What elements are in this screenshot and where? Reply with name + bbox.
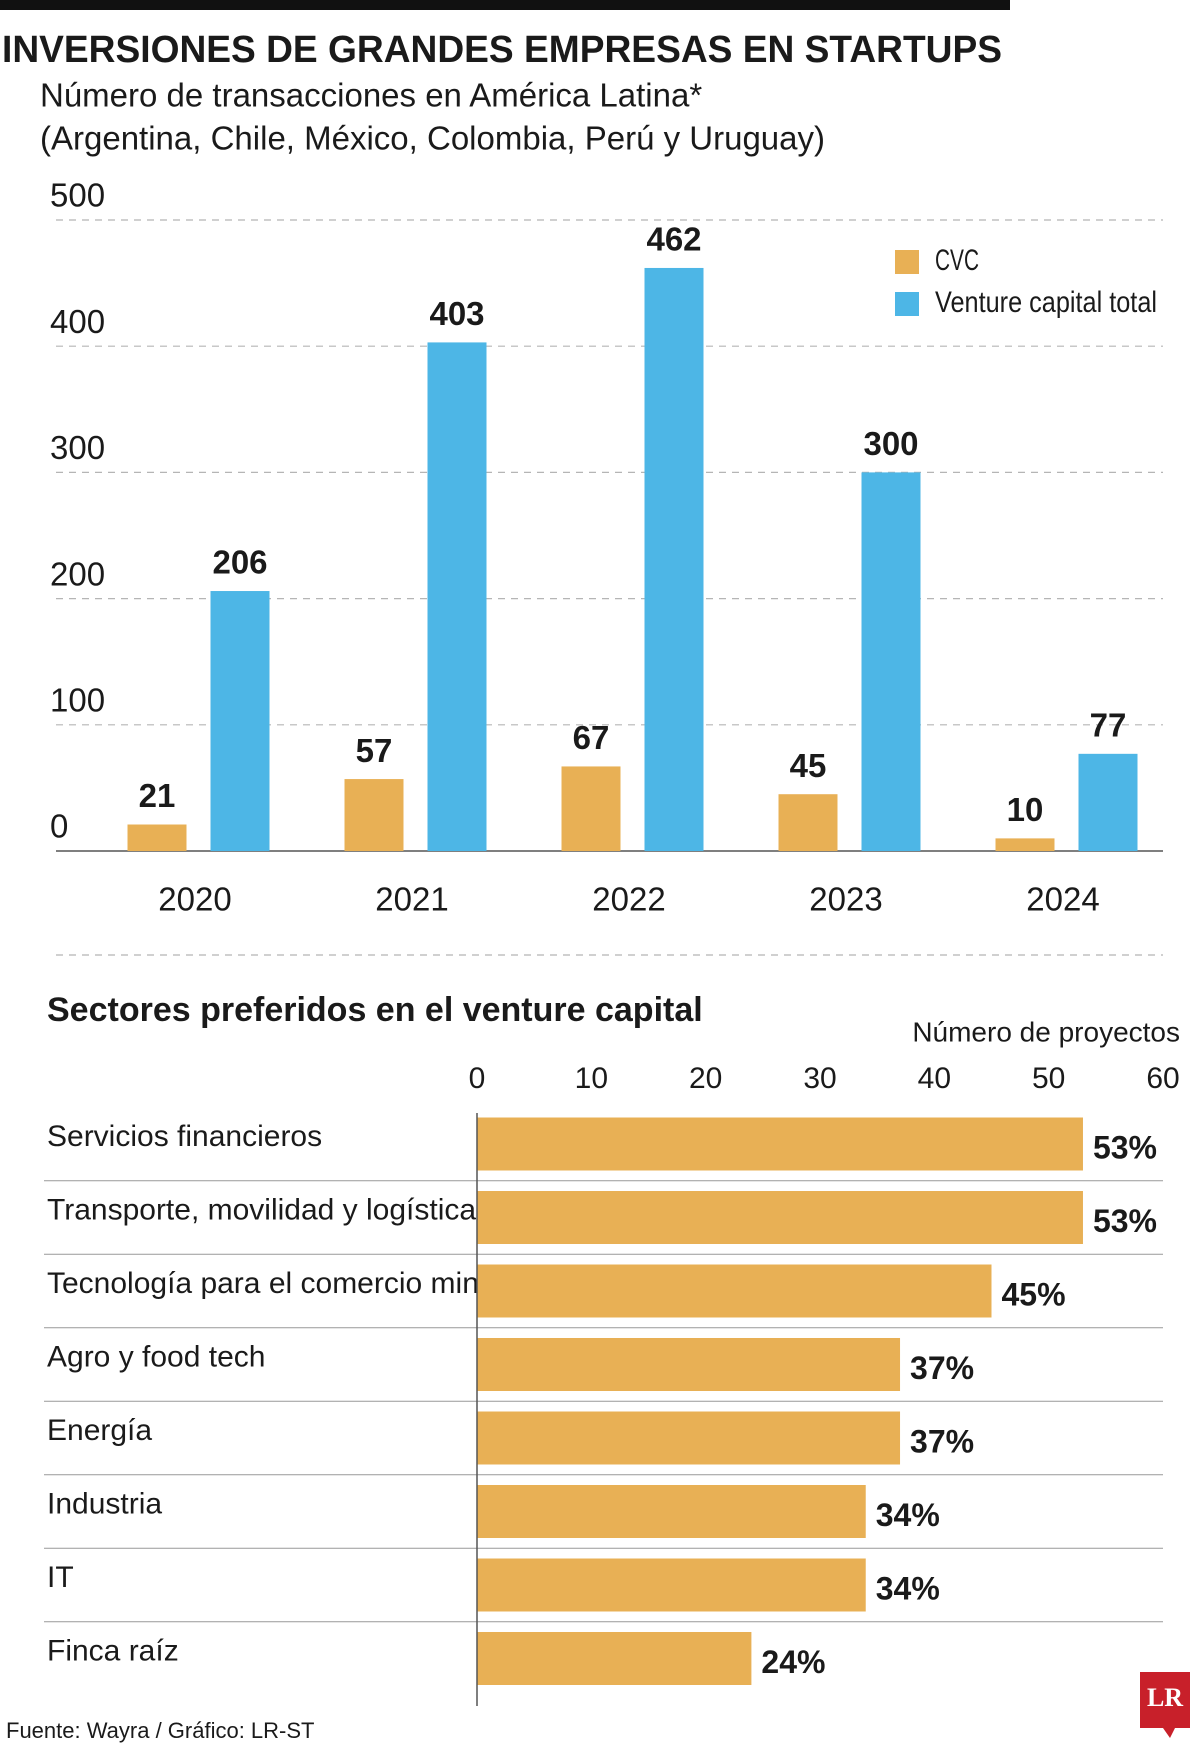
logo: LR xyxy=(1147,1683,1183,1712)
category-label: Tecnología para el comercio minorista xyxy=(47,1267,553,1300)
subtitle: (Argentina, Chile, México, Colombia, Per… xyxy=(40,120,825,157)
x-tick-label: 0 xyxy=(469,1062,486,1095)
bar xyxy=(861,472,921,851)
category-label: Transporte, movilidad y logística xyxy=(47,1193,476,1226)
bar xyxy=(344,779,404,851)
value-label: 77 xyxy=(1090,707,1127,744)
legend-swatch xyxy=(895,250,919,274)
bar xyxy=(477,1338,901,1391)
category-label: Industria xyxy=(47,1487,162,1520)
bar xyxy=(477,1117,1083,1171)
value-label: 37% xyxy=(910,1350,974,1386)
y-tick-label: 200 xyxy=(50,555,105,592)
bar xyxy=(477,1411,901,1465)
y-tick-label: 0 xyxy=(50,808,68,845)
category-label: Energía xyxy=(47,1414,152,1447)
y-tick-label: 500 xyxy=(50,177,105,214)
bar xyxy=(778,794,838,851)
logo-box xyxy=(1140,1672,1190,1738)
bar xyxy=(427,342,487,851)
legend-label: Venture capital total xyxy=(935,286,1157,319)
x-tick-label: 30 xyxy=(803,1062,836,1095)
value-label: 300 xyxy=(863,425,918,462)
bar xyxy=(477,1264,992,1318)
bar xyxy=(210,591,270,851)
legend-label: CVC xyxy=(935,244,979,277)
legend-swatch xyxy=(895,292,919,316)
category-label: Servicios financieros xyxy=(47,1120,322,1153)
bar xyxy=(644,267,704,851)
bar xyxy=(561,766,621,851)
x-tick-label: 2021 xyxy=(375,881,448,918)
category-label: Finca raíz xyxy=(47,1634,179,1667)
category-label: Agro y food tech xyxy=(47,1340,265,1373)
bar xyxy=(127,824,187,851)
x-tick-label: 2023 xyxy=(809,881,882,918)
x-tick-label: 50 xyxy=(1032,1062,1065,1095)
value-label: 53% xyxy=(1093,1203,1157,1239)
axis-label: Número de proyectos xyxy=(912,1016,1180,1047)
x-tick-label: 40 xyxy=(918,1062,951,1095)
x-tick-label: 10 xyxy=(575,1062,608,1095)
value-label: 45% xyxy=(1002,1276,1066,1312)
value-label: 67 xyxy=(573,719,610,756)
top-rule xyxy=(0,0,1010,10)
value-label: 34% xyxy=(876,1497,940,1533)
chart-title: Sectores preferidos en el venture capita… xyxy=(47,991,703,1029)
value-label: 10 xyxy=(1007,791,1044,828)
category-label: IT xyxy=(47,1561,74,1594)
bar xyxy=(477,1485,866,1538)
bar xyxy=(477,1632,752,1685)
y-tick-label: 400 xyxy=(50,303,105,340)
x-tick-label: 2020 xyxy=(158,881,231,918)
value-label: 24% xyxy=(761,1644,825,1680)
x-tick-label: 20 xyxy=(689,1062,722,1095)
subtitle: Número de transacciones en América Latin… xyxy=(40,77,702,114)
source: Fuente: Wayra / Gráfico: LR-ST xyxy=(6,1718,315,1743)
bar xyxy=(477,1191,1083,1244)
bar xyxy=(477,1558,866,1612)
value-label: 34% xyxy=(876,1570,940,1606)
value-label: 45 xyxy=(790,747,827,784)
title: INVERSIONES DE GRANDES EMPRESAS EN START… xyxy=(2,29,1002,71)
x-tick-label: 2024 xyxy=(1026,881,1099,918)
value-label: 37% xyxy=(910,1423,974,1459)
x-tick-label: 2022 xyxy=(592,881,665,918)
value-label: 21 xyxy=(139,777,176,814)
value-label: 206 xyxy=(212,544,267,581)
value-label: 53% xyxy=(1093,1129,1157,1165)
value-label: 403 xyxy=(429,295,484,332)
bar xyxy=(1078,753,1138,851)
bar xyxy=(995,838,1055,851)
y-tick-label: 100 xyxy=(50,682,105,719)
x-tick-label: 60 xyxy=(1146,1062,1179,1095)
value-label: 57 xyxy=(356,732,393,769)
value-label: 462 xyxy=(646,221,701,258)
y-tick-label: 300 xyxy=(50,429,105,466)
